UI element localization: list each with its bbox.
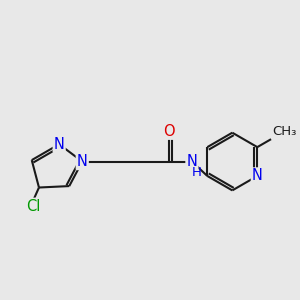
Text: N: N — [77, 154, 88, 169]
Text: N: N — [252, 169, 263, 184]
Text: N: N — [54, 137, 64, 152]
Text: H: H — [191, 166, 201, 179]
Text: CH₃: CH₃ — [272, 125, 297, 138]
Text: N: N — [187, 154, 197, 169]
Text: O: O — [163, 124, 175, 139]
Text: Cl: Cl — [26, 199, 40, 214]
